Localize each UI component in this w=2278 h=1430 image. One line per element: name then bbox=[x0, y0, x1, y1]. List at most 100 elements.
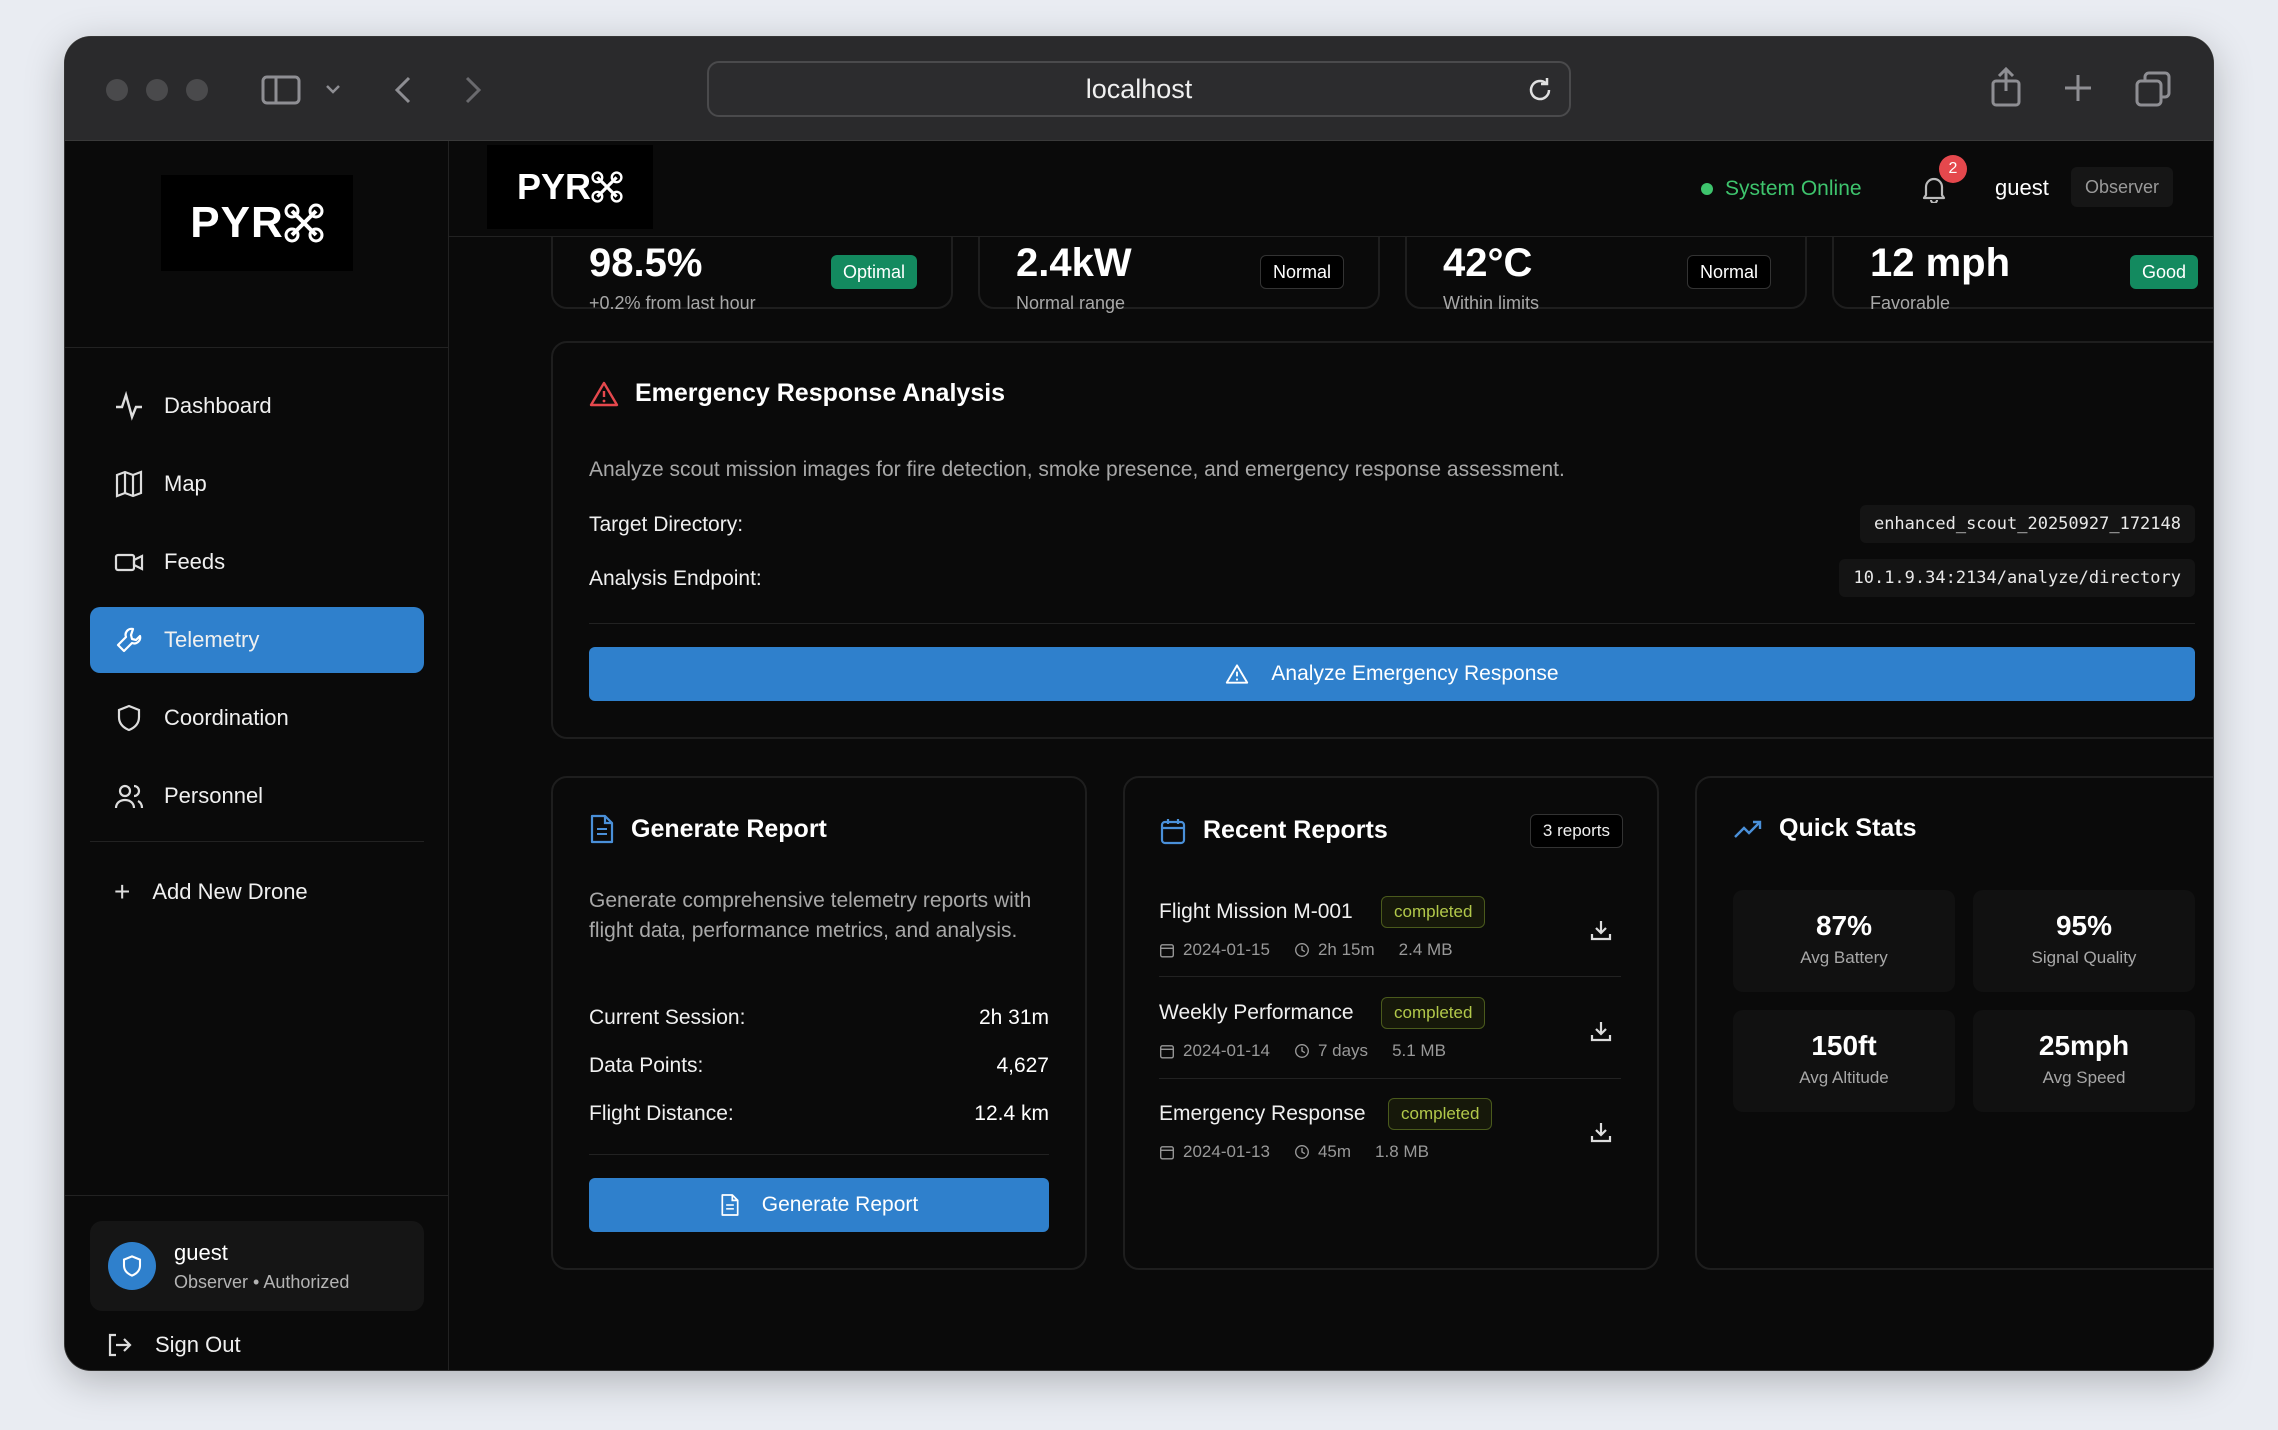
address-bar[interactable]: localhost bbox=[707, 61, 1571, 117]
report-meta: 2024-01-15 2h 15m 2.4 MB bbox=[1159, 940, 1453, 960]
quick-stat-value: 25mph bbox=[2038, 1030, 2130, 1061]
report-duration: 45m bbox=[1317, 1142, 1352, 1161]
report-item[interactable]: Emergency Response completed 2024-01-13 … bbox=[1159, 1094, 1621, 1194]
report-duration: 2h 15m bbox=[1317, 940, 1375, 959]
download-icon[interactable] bbox=[1589, 918, 1613, 942]
back-icon[interactable] bbox=[393, 75, 413, 105]
user-role: Observer • Authorized bbox=[174, 1271, 350, 1292]
chevron-down-icon[interactable] bbox=[325, 83, 341, 95]
report-meta: 2024-01-13 45m 1.8 MB bbox=[1159, 1142, 1429, 1162]
file-text-icon bbox=[590, 814, 614, 844]
card-title: Recent Reports bbox=[1159, 816, 1388, 845]
clock-icon bbox=[1294, 1044, 1309, 1058]
stat-card: 42°C Within limits Normal bbox=[1405, 237, 1807, 313]
target-directory-label: Target Directory: bbox=[589, 513, 744, 536]
stat-subtext: Within limits bbox=[1443, 293, 1540, 313]
report-date: 2024-01-14 bbox=[1183, 1041, 1270, 1060]
analysis-endpoint-value: 10.1.9.34:2134/analyze/directory bbox=[1839, 559, 2195, 597]
sidebar-item-label: Feeds bbox=[164, 549, 226, 574]
sidebar-divider bbox=[65, 347, 449, 348]
quick-stat-tile: 25mph Avg Speed bbox=[1973, 1010, 2195, 1112]
download-icon[interactable] bbox=[1589, 1019, 1613, 1043]
sidebar-item-feeds[interactable]: Feeds bbox=[90, 529, 424, 595]
alert-triangle-icon bbox=[1226, 664, 1249, 684]
close-window-button[interactable] bbox=[106, 79, 128, 101]
header-logo[interactable]: PYR bbox=[487, 145, 653, 229]
sidebar-item-label: Personnel bbox=[164, 783, 264, 808]
stat-card: 12 mph Favorable Good bbox=[1832, 237, 2213, 313]
report-date: 2024-01-15 bbox=[1183, 940, 1270, 959]
report-date: 2024-01-13 bbox=[1183, 1142, 1270, 1161]
data-points-value: 4,627 bbox=[996, 1054, 1049, 1077]
quick-stat-tile: 150ft Avg Altitude bbox=[1733, 1010, 1955, 1112]
report-size: 5.1 MB bbox=[1392, 1041, 1446, 1060]
report-status-badge: completed bbox=[1381, 896, 1486, 928]
system-status-label: System Online bbox=[1725, 177, 1862, 200]
sidebar-toggle-icon[interactable] bbox=[261, 75, 301, 105]
sidebar-logo: PYR bbox=[161, 175, 353, 271]
generate-report-card: Generate Report Generate comprehensive t… bbox=[551, 776, 1087, 1270]
log-out-icon bbox=[108, 1333, 132, 1357]
report-item[interactable]: Weekly Performance completed 2024-01-14 … bbox=[1159, 993, 1621, 1093]
stat-value: 42°C bbox=[1443, 241, 1533, 285]
header-user-name[interactable]: guest bbox=[1995, 175, 2049, 200]
flight-distance-label: Flight Distance: bbox=[589, 1102, 734, 1125]
generate-button-label: Generate Report bbox=[761, 1193, 919, 1216]
reload-icon[interactable] bbox=[1525, 75, 1555, 105]
report-size: 2.4 MB bbox=[1398, 940, 1453, 959]
bell-icon[interactable] bbox=[1921, 175, 1947, 203]
analyze-emergency-button[interactable]: Analyze Emergency Response bbox=[589, 647, 2195, 701]
sidebar-item-label: Telemetry bbox=[164, 627, 260, 652]
sidebar-item-label: Dashboard bbox=[164, 393, 272, 418]
tab-overview-icon[interactable] bbox=[2135, 71, 2171, 107]
sidebar-item-dashboard[interactable]: Dashboard bbox=[90, 373, 424, 439]
map-icon bbox=[115, 470, 143, 498]
sidebar-divider bbox=[90, 841, 424, 842]
download-icon[interactable] bbox=[1589, 1120, 1613, 1144]
browser-window: localhost PYR bbox=[65, 37, 2213, 1370]
generate-report-button[interactable]: Generate Report bbox=[589, 1178, 1049, 1232]
report-status-badge: completed bbox=[1381, 997, 1486, 1029]
quick-stat-label: Avg Altitude bbox=[1799, 1068, 1889, 1087]
report-item[interactable]: Flight Mission M-001 completed 2024-01-1… bbox=[1159, 892, 1621, 992]
sidebar-item-map[interactable]: Map bbox=[90, 451, 424, 517]
main-content: 98.5% +0.2% from last hour Optimal 2.4kW… bbox=[449, 237, 2213, 1370]
add-drone-button[interactable]: + Add New Drone bbox=[90, 859, 424, 925]
quick-stat-label: Signal Quality bbox=[2031, 948, 2137, 967]
trending-up-icon bbox=[1734, 820, 1762, 838]
sidebar-item-label: Map bbox=[164, 471, 207, 496]
activity-icon bbox=[116, 391, 142, 421]
flight-distance-value: 12.4 km bbox=[974, 1102, 1049, 1125]
stat-card: 2.4kW Normal range Normal bbox=[978, 237, 1380, 313]
avatar bbox=[108, 1242, 156, 1290]
card-title: Generate Report bbox=[589, 814, 827, 844]
report-status-badge: completed bbox=[1388, 1098, 1493, 1130]
status-badge: Normal bbox=[1259, 255, 1344, 289]
emergency-description: Analyze scout mission images for fire de… bbox=[589, 458, 1565, 481]
sidebar-item-personnel[interactable]: Personnel bbox=[90, 763, 424, 829]
card-title: Emergency Response Analysis bbox=[589, 379, 1005, 408]
analysis-endpoint-label: Analysis Endpoint: bbox=[589, 567, 762, 590]
forward-icon[interactable] bbox=[463, 75, 483, 105]
stat-subtext: +0.2% from last hour bbox=[589, 293, 756, 313]
report-size: 1.8 MB bbox=[1375, 1142, 1429, 1161]
status-dot-icon bbox=[1701, 183, 1713, 195]
add-drone-label: Add New Drone bbox=[152, 879, 308, 904]
quick-stat-value: 87% bbox=[1815, 910, 1873, 941]
logo-text: PYR bbox=[190, 198, 284, 247]
sidebar-item-telemetry[interactable]: Telemetry bbox=[90, 607, 424, 673]
zoom-window-button[interactable] bbox=[186, 79, 208, 101]
sign-out-button[interactable]: Sign Out bbox=[105, 1331, 241, 1359]
sidebar: PYR Dashboard Map bbox=[65, 141, 449, 1370]
analyze-button-label: Analyze Emergency Response bbox=[1271, 662, 1559, 685]
plus-icon: + bbox=[114, 876, 131, 907]
new-tab-icon[interactable] bbox=[2063, 73, 2093, 103]
minimize-window-button[interactable] bbox=[146, 79, 168, 101]
data-points-label: Data Points: bbox=[589, 1054, 704, 1077]
target-directory-value: enhanced_scout_20250927_172148 bbox=[1859, 505, 2195, 543]
url-text: localhost bbox=[1085, 73, 1193, 104]
share-icon[interactable] bbox=[1989, 67, 2023, 107]
stat-value: 98.5% bbox=[589, 241, 703, 285]
sidebar-item-coordination[interactable]: Coordination bbox=[90, 685, 424, 751]
report-duration: 7 days bbox=[1317, 1041, 1369, 1060]
